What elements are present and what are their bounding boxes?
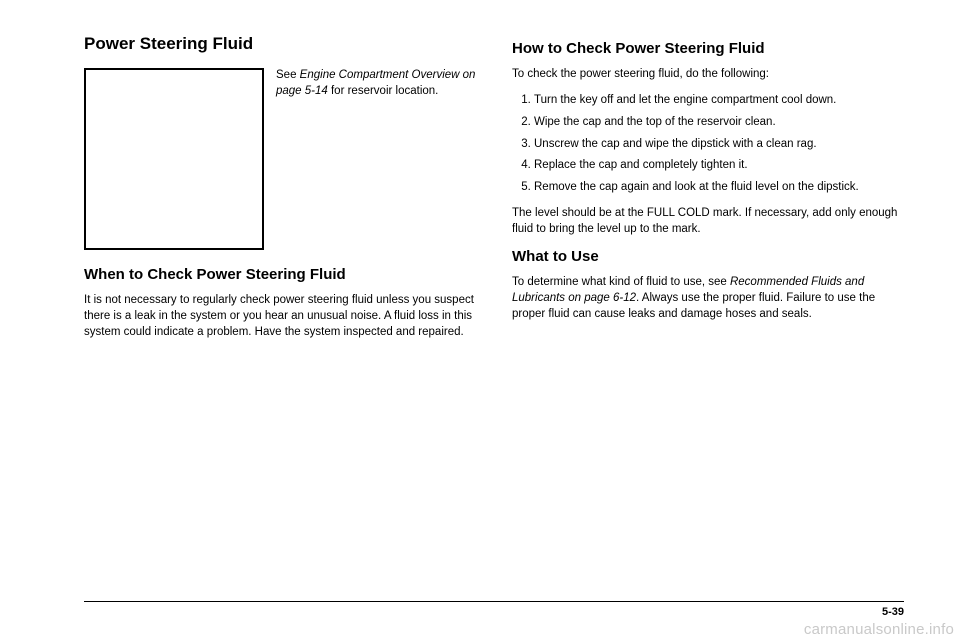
figure-placeholder bbox=[84, 68, 264, 250]
what-paragraph: To determine what kind of fluid to use, … bbox=[512, 275, 904, 323]
section-heading: Power Steering Fluid bbox=[84, 34, 476, 54]
step-item: Remove the cap again and look at the flu… bbox=[534, 180, 904, 196]
steps-list: Turn the key off and let the engine comp… bbox=[512, 93, 904, 196]
figure-row: See Engine Compartment Overview on page … bbox=[84, 68, 476, 250]
left-column: Power Steering Fluid See Engine Compartm… bbox=[84, 34, 476, 351]
footer-rule bbox=[84, 601, 904, 602]
manual-page: Power Steering Fluid See Engine Compartm… bbox=[0, 0, 960, 640]
caption-pre: See bbox=[276, 69, 300, 81]
step-item: Turn the key off and let the engine comp… bbox=[534, 93, 904, 109]
right-column: How to Check Power Steering Fluid To che… bbox=[512, 34, 904, 351]
step-item: Replace the cap and completely tighten i… bbox=[534, 158, 904, 174]
page-footer: 5-39 bbox=[84, 601, 904, 618]
what-pre: To determine what kind of fluid to use, … bbox=[512, 276, 730, 288]
step-item: Wipe the cap and the top of the reservoi… bbox=[534, 115, 904, 131]
how-lead: To check the power steering fluid, do th… bbox=[512, 67, 904, 83]
two-column-layout: Power Steering Fluid See Engine Compartm… bbox=[84, 34, 904, 351]
step-item: Unscrew the cap and wipe the dipstick wi… bbox=[534, 137, 904, 153]
subsection-when: When to Check Power Steering Fluid bbox=[84, 266, 476, 283]
watermark: carmanualsonline.info bbox=[804, 621, 954, 638]
after-steps: The level should be at the FULL COLD mar… bbox=[512, 206, 904, 238]
page-number: 5-39 bbox=[84, 606, 904, 618]
subsection-what: What to Use bbox=[512, 248, 904, 265]
when-paragraph: It is not necessary to regularly check p… bbox=[84, 293, 476, 341]
subsection-how: How to Check Power Steering Fluid bbox=[512, 40, 904, 57]
caption-post: for reservoir location. bbox=[328, 85, 439, 97]
figure-caption: See Engine Compartment Overview on page … bbox=[276, 68, 476, 240]
